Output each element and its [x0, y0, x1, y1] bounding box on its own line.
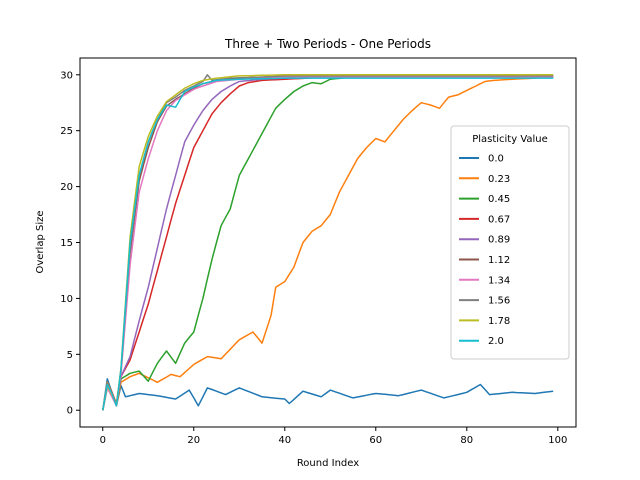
y-tick-label: 5: [67, 350, 73, 361]
plot-area: [102, 74, 554, 411]
series-line-2-0: [102, 77, 554, 411]
x-axis-label: Round Index: [297, 458, 359, 469]
x-tick-label: 0: [100, 435, 106, 446]
x-tick-label: 100: [548, 435, 567, 446]
series-line-0-23: [102, 76, 554, 411]
y-tick-label: 0: [67, 406, 73, 417]
y-axis: 0 5 10 15 20 25 30: [60, 70, 80, 417]
legend-entry: 2.0: [488, 336, 504, 347]
x-tick-label: 40: [278, 435, 291, 446]
x-tick-label: 60: [369, 435, 382, 446]
legend-box: [450, 125, 570, 360]
y-tick-label: 25: [60, 126, 73, 137]
legend-entry: 1.34: [488, 275, 510, 286]
legend-items: 0.0 0.23 0.45 0.67 0.89 1.12 1.34 1.56 1.78 2.0: [459, 154, 510, 347]
y-tick-label: 10: [60, 294, 73, 305]
legend-entry: 1.12: [488, 255, 510, 266]
legend: Plasticity Value 0.0 0.23 0.45 0.67 0.89 1.12…: [450, 125, 570, 360]
legend-entry: 0.0: [488, 154, 504, 165]
legend-entry: 1.56: [488, 296, 510, 307]
series-line-0-0: [102, 378, 554, 411]
legend-title: Plasticity Value: [472, 134, 548, 145]
chart-title: Three + Two Periods - One Periods: [224, 37, 431, 51]
legend-entry: 1.78: [488, 316, 510, 327]
series-line-1-56: [102, 74, 554, 411]
legend-entry: 0.67: [488, 214, 510, 225]
legend-entry: 0.89: [488, 235, 510, 246]
x-axis: 0 20 40 60 80 100: [100, 427, 567, 446]
y-axis-label: Overlap Size: [35, 210, 46, 273]
series-line-1-34: [102, 76, 554, 411]
y-tick-label: 15: [60, 238, 73, 249]
series-line-1-78: [102, 74, 554, 411]
legend-entry: 0.23: [488, 174, 510, 185]
x-tick-label: 80: [460, 435, 473, 446]
y-tick-label: 20: [60, 182, 73, 193]
x-tick-label: 20: [187, 435, 200, 446]
y-tick-label: 30: [60, 70, 73, 81]
legend-entry: 0.45: [488, 194, 510, 205]
